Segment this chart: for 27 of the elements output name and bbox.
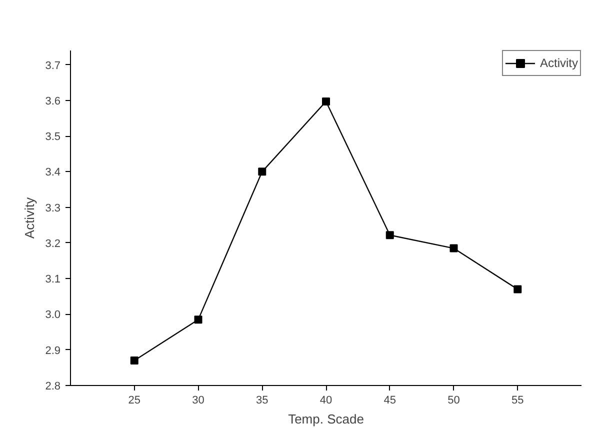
point	[450, 244, 458, 252]
y-tick-label: 3.7	[45, 60, 61, 72]
point	[194, 316, 202, 324]
y-tick-label: 3.3	[45, 202, 61, 214]
y-tick-label: 2.8	[45, 380, 61, 392]
y-tick-label: 3.0	[45, 309, 61, 322]
y-axis-title: Activity	[22, 196, 38, 239]
point	[514, 285, 522, 294]
y-tick-label: 3.6	[45, 95, 61, 108]
x-axis-title: Temp. Scade	[288, 412, 364, 426]
point	[322, 97, 330, 106]
x-tick-label: 35	[256, 394, 268, 406]
legend-label: Activity	[540, 56, 578, 70]
point	[130, 356, 138, 365]
point	[386, 231, 394, 240]
x-tick-label: 40	[320, 394, 332, 406]
x-tick-label: 55	[512, 394, 524, 406]
x-tick-label: 50	[448, 394, 460, 406]
y-tick-label: 2.9	[45, 344, 61, 357]
y-tick-label: 3.2	[45, 238, 61, 250]
x-tick-label: 25	[128, 394, 141, 406]
x-tick-label: 30	[192, 394, 204, 406]
y-tick-label: 3.4	[45, 166, 61, 179]
point	[258, 168, 266, 176]
x-tick-label: 45	[384, 394, 396, 406]
y-tick-label: 3.5	[45, 131, 61, 144]
y-tick-label: 3.1	[45, 274, 61, 286]
